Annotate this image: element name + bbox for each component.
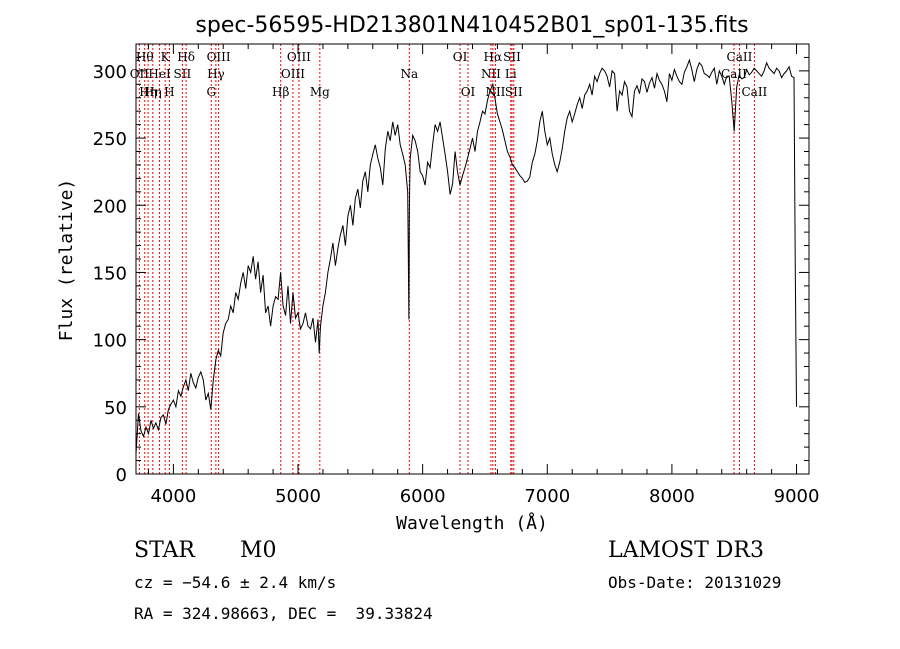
spectrum-line	[135, 58, 797, 454]
y-axis-label: Flux (relative)	[56, 179, 77, 342]
line-marker-label: OI	[453, 50, 468, 64]
x-tick-label: 4000	[150, 486, 196, 507]
line-marker-label: OI	[461, 85, 476, 99]
line-marker-label: Hγ	[207, 67, 225, 81]
line-marker-label: Hη	[144, 85, 162, 99]
line-marker-label: CaII	[727, 50, 753, 64]
line-marker-label: OII	[130, 67, 150, 81]
line-marker-label: Li	[505, 67, 517, 81]
x-tick-label: 5000	[275, 486, 321, 507]
line-marker-labels: OIIHθHηHηHeIKHSIIHδGHγOIIIHβOIIIOIIIMgNa…	[130, 50, 768, 99]
line-marker-label: G	[206, 85, 216, 99]
coordinates: RA = 324.98663, DEC = 39.33824	[134, 604, 433, 623]
y-axis-ticks: 0 50 100 150 200 250 300	[93, 56, 809, 486]
x-axis-label: Wavelength (Å)	[396, 512, 548, 534]
y-tick-label: 200	[93, 196, 127, 217]
line-marker-label: NII	[481, 67, 501, 81]
object-class: STAR	[134, 538, 195, 563]
line-marker-label: Hδ	[177, 50, 195, 64]
y-tick-label: 250	[93, 129, 127, 150]
line-marker-label: CaII	[741, 85, 767, 99]
line-marker-label: H	[164, 85, 174, 99]
line-markers	[138, 44, 755, 474]
plot-frame	[135, 43, 810, 475]
subclass: M0	[240, 538, 277, 563]
line-marker-label: CaII	[721, 67, 747, 81]
line-marker-label: Hη	[139, 85, 157, 99]
line-marker-label: SII	[174, 67, 192, 81]
x-tick-label: 6000	[400, 486, 446, 507]
line-marker-label: Na	[400, 67, 418, 81]
x-axis-ticks: 4000 5000 6000 7000 8000 9000	[147, 44, 820, 507]
line-marker-label: OIII	[287, 50, 311, 64]
line-marker-label: Hθ	[136, 50, 154, 64]
y-tick-label: 0	[116, 465, 127, 486]
x-tick-label: 9000	[774, 486, 820, 507]
x-tick-label: 8000	[649, 486, 695, 507]
line-marker-label: Hα	[484, 50, 503, 64]
line-marker-label: HeI	[148, 67, 171, 81]
x-tick-label: 7000	[524, 486, 570, 507]
y-tick-label: 100	[93, 331, 127, 352]
line-marker-label: OIII	[281, 67, 305, 81]
redshift-text: cz = −54.6 ± 2.4 km/s	[134, 573, 337, 592]
line-marker-label: K	[161, 50, 171, 64]
y-tick-label: 300	[93, 62, 127, 83]
line-marker-label: Mg	[310, 85, 330, 99]
chart-title: spec-56595-HD213801N410452B01_sp01-135.f…	[195, 13, 748, 38]
line-marker-label: OIII	[207, 50, 231, 64]
line-marker-label: SII	[503, 50, 521, 64]
survey-name: LAMOST DR3	[608, 538, 764, 563]
obs-date: Obs-Date: 20131029	[608, 573, 782, 592]
line-marker-label: Hβ	[272, 85, 289, 99]
y-tick-label: 50	[104, 398, 127, 419]
line-marker-label: SII	[505, 85, 523, 99]
y-tick-label: 150	[93, 263, 127, 284]
